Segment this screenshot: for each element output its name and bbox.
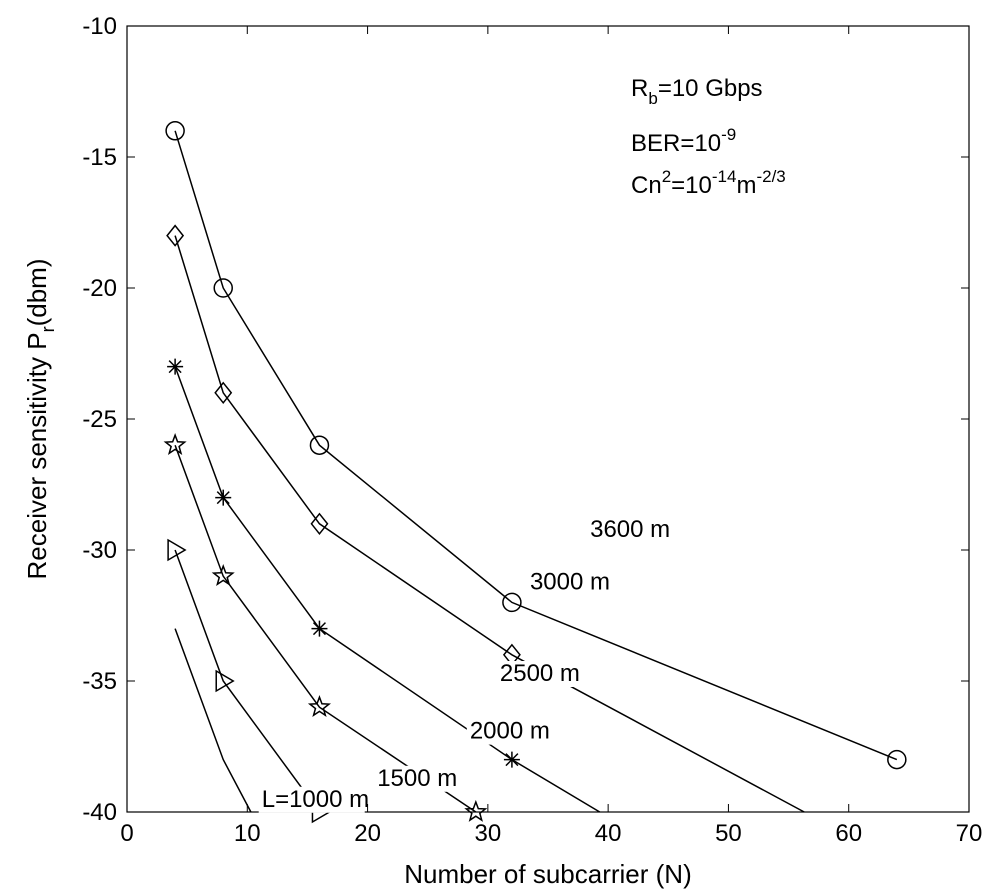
series-line <box>174 235 805 813</box>
series-3 <box>163 433 488 822</box>
y-tick-label: -30 <box>82 537 117 564</box>
asterisk-marker <box>215 489 232 506</box>
asterisk-marker <box>503 751 520 768</box>
x-axis-label: Number of subcarrier (N) <box>404 859 692 889</box>
y-tick-label: -25 <box>82 406 117 433</box>
series-labels: 3600 m 3000 m 2500 m 2000 m 1500 m L=1000 m <box>258 516 670 813</box>
asterisk-marker <box>311 620 328 637</box>
axis-ticks: 0 10 20 30 40 50 60 70 -10 -15 -20 -25 -30 -35 -40 <box>82 13 982 847</box>
series-5 <box>174 628 252 813</box>
circle-marker <box>502 592 522 613</box>
y-axis-label-tail: (dbm) <box>22 259 52 327</box>
asterisk-marker <box>167 358 184 375</box>
diamond-marker <box>166 224 185 247</box>
circle-marker <box>309 435 330 455</box>
series-4 <box>167 538 331 824</box>
diamond-marker <box>214 381 233 405</box>
x-tick-label: 50 <box>715 820 742 847</box>
label-knockout <box>374 765 456 792</box>
label-knockout <box>466 718 548 745</box>
y-axis-label-sub: r <box>38 326 58 332</box>
circle-marker <box>887 749 907 770</box>
x-tick-label: 10 <box>234 820 261 847</box>
circle-marker <box>213 278 233 298</box>
series-label: L=1000 m <box>262 786 369 813</box>
triangle-marker <box>167 538 187 562</box>
series-1 <box>166 224 805 813</box>
y-axis-label-main: Receiver sensitivity P <box>22 332 52 579</box>
annotation-cn2: Cn2=10-14m-2/3 <box>631 167 786 199</box>
series-label: 1500 m <box>377 765 457 792</box>
x-tick-label: 20 <box>354 820 381 847</box>
series-2 <box>167 358 601 813</box>
x-tick-label: 60 <box>835 820 862 847</box>
x-tick-label: 0 <box>120 820 133 847</box>
circle-marker <box>165 121 185 141</box>
star-marker <box>307 695 332 718</box>
series-label: 3600 m <box>590 516 670 543</box>
series-line <box>174 628 252 813</box>
triangle-marker <box>215 669 235 693</box>
label-knockout <box>526 569 608 596</box>
label-knockout <box>258 786 365 813</box>
y-tick-label: -35 <box>82 668 117 695</box>
label-knockout <box>496 661 578 687</box>
x-tick-label: 30 <box>475 820 502 847</box>
series-line <box>174 444 477 813</box>
series-label: 2500 m <box>500 660 580 687</box>
star-marker <box>464 799 488 822</box>
series-label: 2000 m <box>470 718 550 745</box>
diamond-marker <box>310 512 329 536</box>
series-label: 3000 m <box>530 568 610 595</box>
series-line <box>174 130 898 761</box>
series-0 <box>165 121 907 770</box>
annotation-ber: BER=10-9 <box>631 125 736 157</box>
x-tick-label: 70 <box>956 820 983 847</box>
plot-frame <box>126 25 970 813</box>
y-axis-label: Receiver sensitivity Pr(dbm) <box>22 259 58 580</box>
y-tick-label: -10 <box>82 13 117 40</box>
y-tick-label: -40 <box>82 799 117 826</box>
annotation-bitrate: Rb=10 Gbps <box>631 75 763 108</box>
star-marker <box>163 433 187 456</box>
star-marker <box>211 564 235 587</box>
annotation-block: Rb=10 Gbps BER=10-9 Cn2=10-14m-2/3 <box>631 75 786 199</box>
series-line <box>174 549 321 813</box>
y-tick-label: -15 <box>82 144 117 171</box>
x-tick-label: 40 <box>595 820 622 847</box>
label-knockout <box>587 516 669 543</box>
series-layer <box>163 121 907 824</box>
y-tick-label: -20 <box>82 275 117 302</box>
